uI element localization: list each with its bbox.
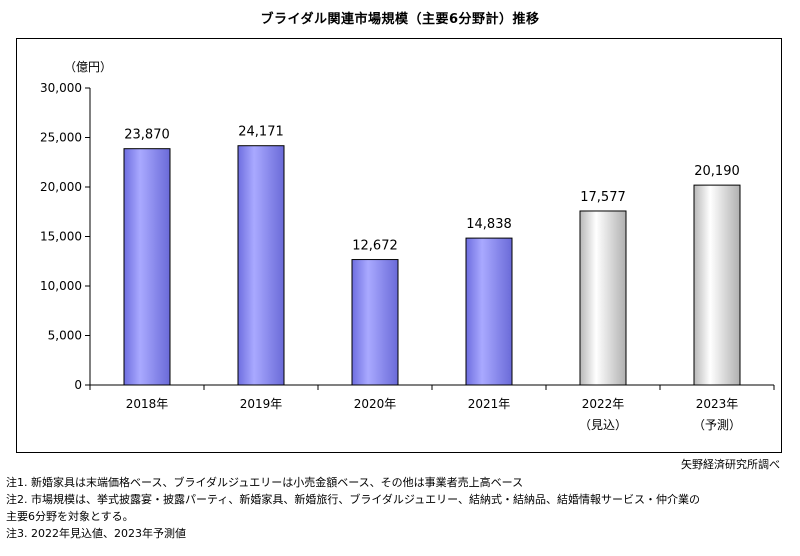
bar-2019年 [237,145,285,386]
y-axis-unit-label: （億円） [64,60,112,74]
note-2-continued: 主要6分野を対象とする。 [6,510,134,523]
x-tick-label: 2018年 [126,397,169,411]
data-label: 14,838 [466,217,512,232]
x-tick-label: 2020年 [354,397,397,411]
note-2: 注2. 市場規模は、挙式披露宴・披露パーティ、新婚家具、新婚旅行、ブライダルジュ… [6,493,701,506]
source-credit: 矢野経済研究所調べ [681,458,780,471]
bar-2020年 [351,259,399,386]
y-tick-label: 25,000 [40,131,82,145]
data-label: 17,577 [580,190,626,205]
chart-title: ブライダル関連市場規模（主要6分野計）推移 [260,12,540,27]
y-tick-label: 15,000 [40,230,82,244]
note-1: 注1. 新婚家具は末端価格ベース、ブライダルジュエリーは小売金額ベース、その他は… [6,476,524,489]
bar-chart: （億円） 0 5,000 10,000 15,000 20,000 25,000 30,00… [40,60,775,432]
y-tick-label: 30,000 [40,81,82,95]
y-tick-label: 10,000 [40,279,82,293]
data-label: 23,870 [124,128,170,143]
bar-2021年 [465,237,513,386]
data-label: 12,672 [352,239,398,254]
x-tick-sublabel: （見込） [579,418,627,432]
y-tick-label: 0 [74,378,82,392]
x-tick-label: 2022年 [582,397,625,411]
x-tick-label: 2021年 [468,397,511,411]
x-tick-label: 2023年 [696,397,739,411]
notes-block: 注1. 新婚家具は末端価格ベース、ブライダルジュエリーは小売金額ベース、その他は… [6,474,796,542]
bar-2022年 [579,210,627,386]
note-3: 注3. 2022年見込値、2023年予測値 [6,527,186,540]
bar-2023年 [693,184,741,386]
data-label: 24,171 [238,125,284,140]
x-tick-sublabel: （予測） [693,418,741,432]
y-tick-label: 20,000 [40,180,82,194]
chart-frame [16,38,782,453]
bar-2018年 [123,148,171,386]
x-tick-label: 2019年 [240,397,283,411]
y-tick-label: 5,000 [48,329,82,343]
data-label: 20,190 [694,164,740,179]
